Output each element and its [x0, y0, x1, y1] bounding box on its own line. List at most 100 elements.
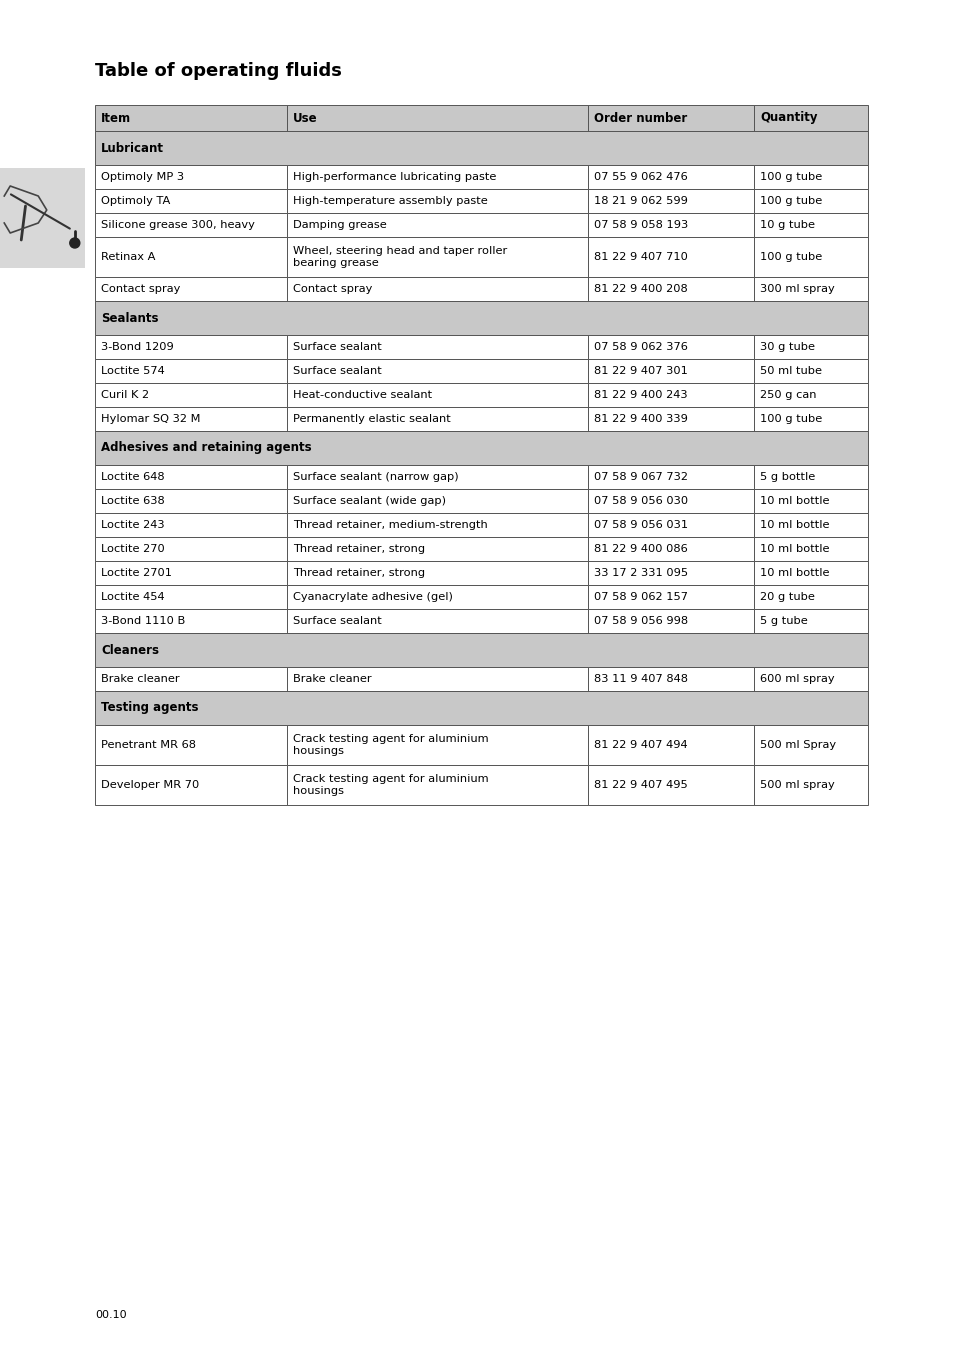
Bar	[95, 335, 287, 359]
Text: Adhesives and retaining agents: Adhesives and retaining agents	[101, 442, 312, 454]
Text: 5 g bottle: 5 g bottle	[760, 471, 815, 482]
Text: 300 ml spray: 300 ml spray	[760, 284, 834, 295]
Text: 10 ml bottle: 10 ml bottle	[760, 567, 829, 578]
Text: 07 58 9 056 031: 07 58 9 056 031	[594, 520, 687, 530]
Bar	[754, 667, 867, 690]
Bar	[588, 667, 754, 690]
Text: 18 21 9 062 599: 18 21 9 062 599	[594, 196, 687, 205]
Bar	[588, 585, 754, 609]
Bar	[287, 561, 588, 585]
Text: Lubricant: Lubricant	[101, 142, 164, 154]
Bar	[287, 725, 588, 765]
Bar	[287, 489, 588, 513]
Text: Loctite 638: Loctite 638	[101, 496, 165, 507]
Bar	[588, 407, 754, 431]
Bar	[588, 189, 754, 213]
Bar	[95, 105, 287, 131]
Text: Loctite 270: Loctite 270	[101, 544, 165, 554]
Text: Optimoly MP 3: Optimoly MP 3	[101, 172, 184, 182]
Text: Loctite 2701: Loctite 2701	[101, 567, 172, 578]
Bar	[588, 725, 754, 765]
Text: 10 ml bottle: 10 ml bottle	[760, 544, 829, 554]
Bar	[754, 105, 867, 131]
Text: Crack testing agent for aluminium: Crack testing agent for aluminium	[293, 734, 488, 743]
Text: Loctite 243: Loctite 243	[101, 520, 165, 530]
Text: Heat-conductive sealant: Heat-conductive sealant	[293, 390, 432, 400]
Text: Loctite 574: Loctite 574	[101, 366, 165, 376]
Bar	[588, 105, 754, 131]
Text: 100 g tube: 100 g tube	[760, 253, 821, 262]
Bar	[754, 236, 867, 277]
Text: Thread retainer, strong: Thread retainer, strong	[293, 544, 424, 554]
Bar	[588, 513, 754, 536]
Bar	[287, 609, 588, 634]
Text: 500 ml spray: 500 ml spray	[760, 780, 834, 790]
Text: 100 g tube: 100 g tube	[760, 172, 821, 182]
Bar	[287, 585, 588, 609]
Bar	[588, 359, 754, 382]
Text: Contact spray: Contact spray	[293, 284, 372, 295]
Circle shape	[70, 238, 80, 249]
Bar	[95, 585, 287, 609]
Text: 10 ml bottle: 10 ml bottle	[760, 520, 829, 530]
Bar	[588, 213, 754, 236]
Text: 81 22 9 407 494: 81 22 9 407 494	[594, 740, 687, 750]
Bar	[754, 513, 867, 536]
Bar	[287, 382, 588, 407]
Text: Surface sealant: Surface sealant	[293, 616, 381, 626]
Text: 07 58 9 062 376: 07 58 9 062 376	[594, 342, 687, 353]
Bar	[287, 165, 588, 189]
Bar	[95, 189, 287, 213]
Text: 10 ml bottle: 10 ml bottle	[760, 496, 829, 507]
Text: Surface sealant (wide gap): Surface sealant (wide gap)	[293, 496, 445, 507]
Bar	[588, 165, 754, 189]
Bar	[95, 536, 287, 561]
Bar	[588, 277, 754, 301]
Bar	[754, 489, 867, 513]
Text: Table of operating fluids: Table of operating fluids	[95, 62, 341, 80]
Bar	[95, 690, 867, 725]
Text: 20 g tube: 20 g tube	[760, 592, 815, 603]
Text: 81 22 9 407 495: 81 22 9 407 495	[594, 780, 687, 790]
Text: 100 g tube: 100 g tube	[760, 413, 821, 424]
Bar	[287, 213, 588, 236]
Bar	[95, 382, 287, 407]
Bar	[287, 105, 588, 131]
Bar	[588, 536, 754, 561]
Text: Wheel, steering head and taper roller: Wheel, steering head and taper roller	[293, 246, 506, 255]
Text: High-performance lubricating paste: High-performance lubricating paste	[293, 172, 496, 182]
Text: 00.10: 00.10	[95, 1310, 127, 1320]
Bar	[287, 765, 588, 805]
Text: Order number: Order number	[594, 112, 687, 124]
Bar	[95, 213, 287, 236]
Bar	[754, 765, 867, 805]
Text: 33 17 2 331 095: 33 17 2 331 095	[594, 567, 687, 578]
Bar	[287, 465, 588, 489]
Bar	[754, 213, 867, 236]
Bar	[754, 382, 867, 407]
Bar	[588, 609, 754, 634]
Text: 81 22 9 407 301: 81 22 9 407 301	[594, 366, 687, 376]
Bar	[287, 513, 588, 536]
Text: bearing grease: bearing grease	[293, 258, 378, 269]
Bar	[95, 725, 287, 765]
Bar	[287, 277, 588, 301]
Bar	[95, 465, 287, 489]
Text: 81 22 9 400 086: 81 22 9 400 086	[594, 544, 687, 554]
Bar	[588, 382, 754, 407]
Text: Thread retainer, strong: Thread retainer, strong	[293, 567, 424, 578]
Text: 3-Bond 1110 B: 3-Bond 1110 B	[101, 616, 185, 626]
Text: housings: housings	[293, 746, 343, 757]
Text: Developer MR 70: Developer MR 70	[101, 780, 199, 790]
Text: 07 55 9 062 476: 07 55 9 062 476	[594, 172, 687, 182]
Bar	[95, 301, 867, 335]
Bar	[754, 189, 867, 213]
Bar	[95, 131, 867, 165]
Text: 3-Bond 1209: 3-Bond 1209	[101, 342, 173, 353]
Bar	[95, 667, 287, 690]
Text: Cleaners: Cleaners	[101, 643, 159, 657]
Bar	[754, 725, 867, 765]
Text: Cyanacrylate adhesive (gel): Cyanacrylate adhesive (gel)	[293, 592, 452, 603]
Text: Retinax A: Retinax A	[101, 253, 155, 262]
Bar	[287, 335, 588, 359]
